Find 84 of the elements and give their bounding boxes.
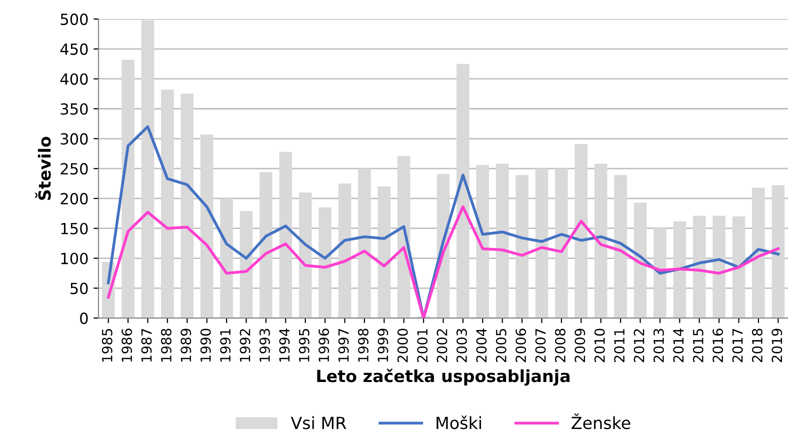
x-tick-label: 2004 [476,328,487,362]
legend-label: Moški [436,416,481,430]
bar [752,188,765,318]
x-tick-label: 2003 [456,328,467,362]
x-tick-label: 1992 [240,329,250,362]
x-tick-label: 1991 [220,329,231,362]
x-tick-label: 1999 [378,328,388,362]
bar [260,172,272,318]
bar [772,185,785,318]
x-tick-label: 2013 [653,328,664,362]
x-tick-label: 1996 [318,328,330,362]
bar [574,144,588,318]
bar [397,156,410,318]
x-tick-label: 1990 [200,328,211,362]
bar [673,221,686,318]
x-tick-label: 2015 [692,329,704,362]
bar [496,164,509,318]
x-tick-label: 1986 [122,328,132,362]
x-tick-label: 1997 [338,328,349,362]
x-tick-label: 2007 [535,328,546,362]
bar [180,94,194,318]
bar [456,64,470,318]
bar [318,207,332,318]
bar [161,90,174,318]
bar [141,20,154,318]
bar [692,216,706,318]
bar [594,164,608,318]
x-tick-label: 1989 [180,328,192,362]
bar [732,216,746,318]
x-tick-label: 2006 [516,328,526,362]
legend-label: Vsi MR [290,416,346,430]
y-tick-label: 350 [60,103,88,115]
bar [200,134,214,318]
x-tick-label: 2000 [397,328,408,362]
bar [358,168,371,318]
x-tick-label: 1995 [298,329,310,362]
bar [240,211,253,318]
bar [338,184,352,318]
bar [614,175,627,318]
y-tick-label: 0 [80,312,88,324]
x-tick-label: 2019 [772,328,782,362]
line-series [106,205,780,318]
x-tick-label: 2011 [614,329,625,362]
x-tick-label: 2001 [417,329,428,362]
bar [298,192,312,318]
y-tick-label: 450 [60,43,88,55]
y-axis-title: Število [35,136,51,200]
x-tick-label: 2010 [594,328,605,362]
x-tick-label: 2016 [712,328,724,362]
x-tick-label: 2002 [436,329,448,362]
bar [535,168,548,318]
bar [378,186,391,318]
y-tick-label: 150 [61,222,88,234]
bar [555,168,568,318]
y-tick-label: 500 [60,14,88,26]
y-tick-label: 300 [60,133,88,145]
bar [279,152,292,318]
x-tick-label: 1987 [141,328,152,362]
x-tick-label: 1998 [358,328,368,362]
x-tick-label: 2009 [574,328,586,362]
x-tick-label: 1985 [102,329,112,362]
x-tick-label: 2018 [752,328,762,362]
y-tick-label: 50 [70,282,88,294]
bar [122,60,134,318]
x-tick-label: 2008 [554,328,566,362]
bar [654,227,666,318]
bar [476,164,490,318]
x-tick-label: 2005 [496,329,506,362]
x-tick-label: 1994 [279,328,290,362]
y-tick-label: 400 [60,73,88,85]
x-tick-label: 1988 [160,328,172,362]
bar [712,216,726,318]
y-tick-label: 100 [61,252,88,264]
x-tick-label: 2017 [732,328,743,362]
bar [634,202,647,318]
y-tick-label: 200 [60,192,88,204]
y-tick-label: 250 [60,163,88,175]
x-axis-title: Leto začetka usposabljanja [317,368,570,386]
bar [220,198,233,318]
bar [516,175,528,318]
x-tick-label: 2014 [673,328,684,362]
x-tick-label: 2012 [634,329,644,362]
legend-label: Ženske [572,414,630,430]
x-tick-label: 1993 [259,328,270,362]
